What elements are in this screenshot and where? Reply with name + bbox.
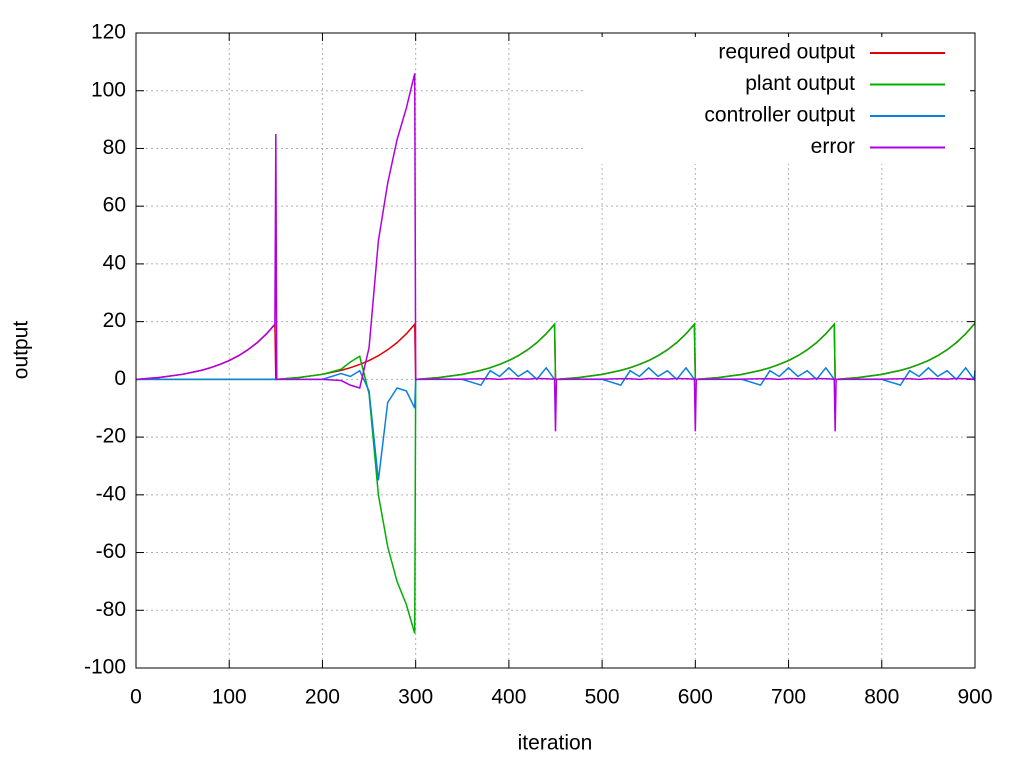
x-tick-label: 200 [305,686,340,709]
y-tick-label: -60 [96,540,126,563]
y-tick-label: 40 [103,251,126,274]
x-axis-label: iteration [518,732,593,755]
x-tick-label: 500 [585,686,620,709]
y-tick-label: -80 [96,598,126,621]
x-tick-label: 300 [398,686,433,709]
legend-label: controller output [704,104,855,127]
series-line [136,322,976,634]
y-tick-label: 80 [103,136,126,159]
x-tick-label: 100 [212,686,247,709]
series-line [136,366,976,481]
x-tick-label: 0 [130,686,142,709]
y-axis-label: output [10,321,33,380]
y-tick-label: 100 [91,78,126,101]
y-tick-label: 0 [114,367,126,390]
x-tick-label: 400 [491,686,526,709]
x-tick-label: 700 [771,686,806,709]
series-line [135,73,976,432]
y-tick-label: 60 [103,194,126,217]
legend-label: error [811,135,855,158]
legend-label: plant output [745,72,855,95]
y-tick-label: -20 [96,425,126,448]
x-tick-label: 600 [678,686,713,709]
legend-box [585,37,970,164]
y-tick-label: -100 [84,656,126,679]
plot-frame [135,32,976,669]
legend-label: requred output [718,41,855,64]
y-tick-label: 120 [91,21,126,44]
x-tick-label: 900 [957,686,992,709]
x-tick-label: 800 [864,686,899,709]
y-tick-label: -40 [96,482,126,505]
y-tick-label: 20 [103,309,126,332]
